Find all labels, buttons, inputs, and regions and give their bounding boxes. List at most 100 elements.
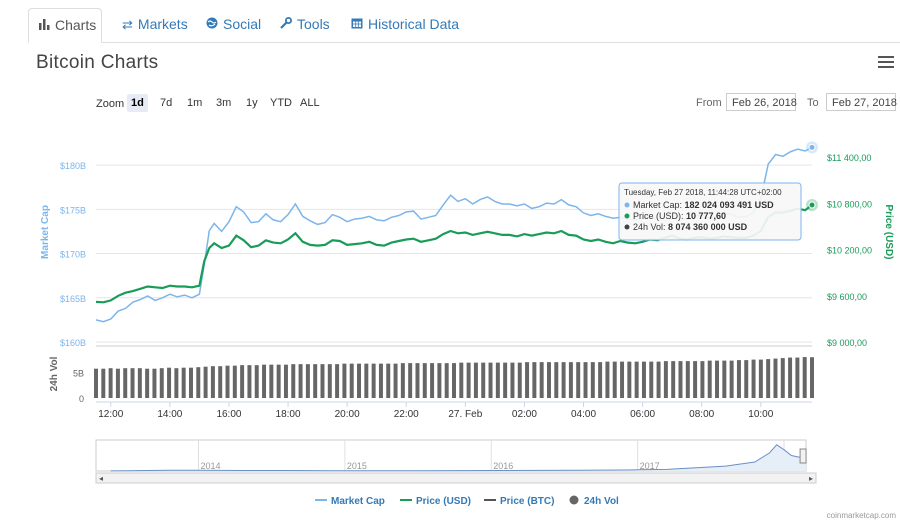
volume-bar: [349, 363, 354, 398]
legend-item[interactable]: Price (USD): [416, 496, 471, 507]
volume-bar: [488, 362, 493, 398]
navigator-year-label: 2017: [640, 461, 660, 471]
volume-bar: [627, 361, 632, 398]
calendar-icon: [351, 8, 363, 41]
volume-bar: [101, 368, 106, 398]
volume-bar: [393, 363, 398, 398]
volume-bar: [546, 362, 551, 398]
tooltip-dot: [624, 202, 630, 208]
exchange-arrows-icon: ⇄: [122, 17, 133, 32]
page-title: Bitcoin Charts: [36, 52, 159, 73]
tooltip-row-label: Market Cap:: [633, 200, 685, 210]
volume-bar: [554, 362, 559, 398]
tab-tools[interactable]: Tools: [270, 8, 340, 41]
legend: Market Cap Price (USD) Price (BTC) 24h Vol: [315, 495, 619, 507]
volume-bar: [758, 359, 763, 398]
navigator-area: [110, 444, 807, 471]
right-tick-label: $9 600,00: [827, 292, 867, 302]
volume-bar: [371, 363, 376, 398]
volume-bar: [773, 358, 778, 398]
volume-bar: [335, 364, 340, 398]
tab-historical-data-label: Historical Data: [368, 16, 460, 32]
tooltip-row-label: 24h Vol:: [633, 222, 668, 232]
zoom-ytd-button[interactable]: YTD: [270, 97, 292, 109]
right-axis: $11 400,00 $10 800,00 $10 200,00 $9 600,00 $…: [827, 153, 894, 348]
zoom-7d-button[interactable]: 7d: [160, 97, 173, 109]
volume-bar: [795, 357, 800, 398]
volume-bar: [780, 358, 785, 398]
volume-bar: [115, 368, 120, 398]
wrench-icon: [280, 8, 292, 41]
tab-charts-label: Charts: [55, 17, 97, 33]
tooltip-header: Tuesday, Feb 27 2018, 11:44:28 UTC+02:00: [624, 188, 782, 197]
volume-bar: [685, 361, 690, 398]
tab-markets[interactable]: ⇄ Markets: [112, 8, 198, 41]
zoom-1y-button[interactable]: 1y: [246, 97, 258, 109]
volume-bar: [437, 363, 442, 398]
tooltip-row: 24h Vol: 8 074 360 000 USD: [633, 222, 748, 232]
volume-panel: 5B 0 24h Vol: [49, 356, 814, 404]
tab-tools-label: Tools: [297, 16, 330, 32]
navigator-year-label: 2014: [200, 461, 220, 471]
tab-markets-label: Markets: [137, 16, 188, 32]
tooltip: Tuesday, Feb 27 2018, 11:44:28 UTC+02:00…: [618, 182, 802, 241]
x-tick-label: 22:00: [394, 409, 419, 420]
legend-swatch: [569, 495, 579, 505]
volume-bar: [700, 361, 705, 398]
x-tick-label: 12:00: [98, 409, 123, 420]
left-axis-title: Market Cap: [40, 205, 51, 259]
tooltip-dot: [624, 213, 630, 219]
volume-bar: [415, 363, 420, 398]
volume-bar: [145, 368, 150, 398]
tooltip-row-value: 8 074 360 000 USD: [668, 222, 748, 232]
volume-bar: [459, 362, 464, 398]
volume-bar: [568, 362, 573, 398]
legend-item[interactable]: Price (BTC): [500, 496, 554, 507]
tab-social[interactable]: Social: [196, 8, 271, 41]
volume-bar: [751, 359, 756, 398]
volume-bar: [291, 364, 296, 398]
tab-historical-data[interactable]: Historical Data: [341, 8, 469, 41]
volume-bar: [232, 365, 237, 398]
left-tick-label: $175B: [60, 205, 86, 215]
volume-bar: [802, 357, 807, 398]
volume-bar: [788, 357, 793, 398]
volume-bar: [517, 362, 522, 398]
from-date-input[interactable]: Feb 26, 2018: [726, 93, 797, 111]
left-axis: $180B $175B $170B $165B $160B Market Cap: [40, 161, 86, 348]
zoom-1d-button[interactable]: 1d: [127, 94, 148, 112]
volume-bar: [576, 362, 581, 398]
x-tick-label: 06:00: [630, 409, 655, 420]
volume-bar: [810, 357, 814, 398]
volume-bar: [378, 363, 383, 398]
volume-bar: [430, 363, 435, 398]
volume-bar: [254, 365, 259, 398]
left-tick-label: $170B: [60, 250, 86, 260]
from-label: From: [696, 97, 722, 109]
volume-bar: [167, 367, 172, 398]
volume-bar: [525, 362, 530, 398]
volume-bar: [247, 365, 252, 398]
tab-charts[interactable]: Charts: [28, 8, 102, 43]
volume-bar: [152, 368, 157, 398]
to-date-input[interactable]: Feb 27, 2018: [826, 93, 897, 111]
zoom-1m-button[interactable]: 1m: [187, 97, 203, 109]
volume-bar: [481, 362, 486, 398]
volume-bar: [707, 360, 712, 398]
tooltip-dot: [624, 224, 630, 230]
volume-bar: [364, 363, 369, 398]
tooltip-row-value: 10 777,60: [686, 211, 726, 221]
volume-bar: [634, 361, 639, 398]
hamburger-menu-icon[interactable]: [878, 56, 894, 68]
legend-item[interactable]: 24h Vol: [584, 496, 619, 507]
left-tick-label: $160B: [60, 338, 86, 348]
x-tick-label: 16:00: [216, 409, 241, 420]
volume-bar: [649, 361, 654, 398]
volume-bar: [327, 364, 332, 398]
zoom-all-button[interactable]: ALL: [300, 97, 320, 109]
legend-item[interactable]: Market Cap: [331, 496, 385, 507]
volume-bar: [693, 361, 698, 398]
volume-bar: [620, 361, 625, 398]
volume-bar: [408, 363, 413, 398]
zoom-3m-button[interactable]: 3m: [216, 97, 232, 109]
